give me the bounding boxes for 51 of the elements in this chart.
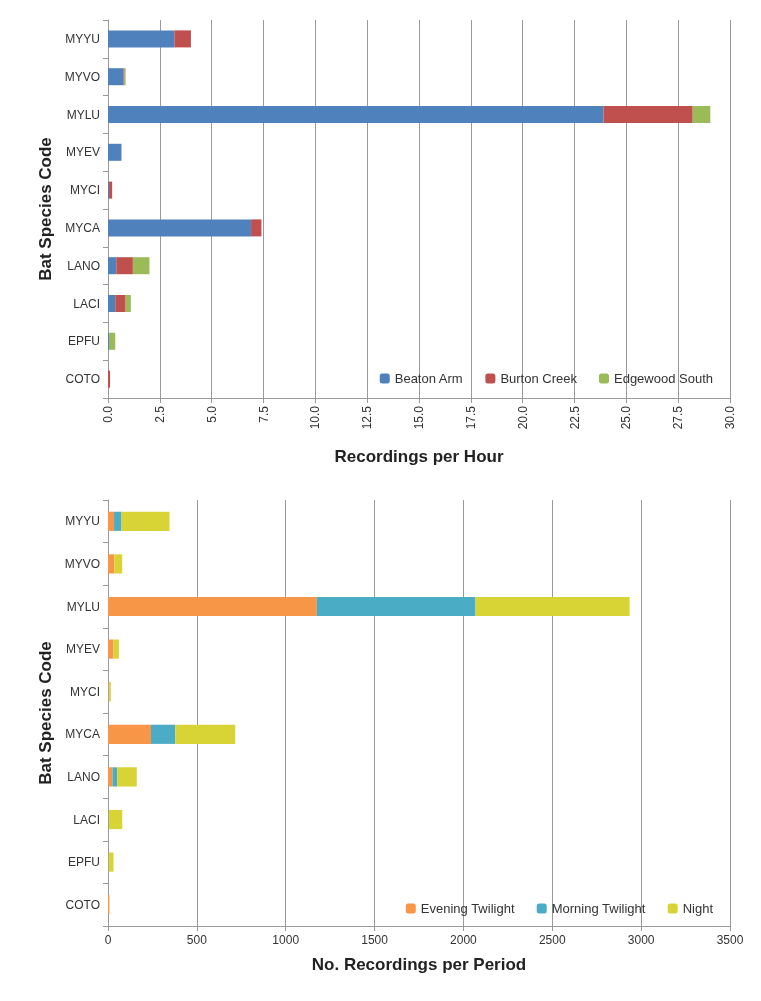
y-tick-label: MYCA (65, 220, 100, 235)
x-axis-title: Recordings per Hour (334, 447, 504, 466)
x-tick-label: 2000 (450, 933, 478, 947)
x-tick-label: 500 (186, 933, 208, 947)
x-axis-title: No. Recordings per Period (311, 955, 527, 974)
x-tick-label: 2.5 (152, 405, 167, 423)
y-tick-label: MYCA (65, 727, 100, 742)
x-tick-label: 7.5 (256, 405, 271, 423)
x-tick-label: 2500 (538, 933, 566, 947)
x-tick-label: 20.0 (515, 405, 530, 430)
x-tick-label: 0 (104, 933, 112, 947)
y-tick-label: MYVO (64, 556, 100, 571)
x-tick-label: 27.5 (671, 405, 686, 430)
legend-label: Evening Twilight (420, 901, 515, 916)
x-tick-label: 3000 (627, 933, 655, 947)
legend-label: Beaton Arm (394, 371, 463, 386)
y-tick-label: MYYU (65, 31, 100, 46)
y-tick-label: LANO (67, 258, 100, 273)
y-tick-label: COTO (65, 372, 100, 387)
x-tick-label: 15.0 (412, 405, 426, 430)
y-axis-title: Bat Species Code (35, 137, 55, 281)
y-tick-label: MYCI (70, 183, 100, 198)
legend-label: Morning Twilight (551, 901, 646, 916)
legend-label: Edgewood South (613, 371, 714, 386)
y-tick-label: MYLU (66, 599, 100, 614)
y-tick-label: LACI (73, 812, 100, 827)
y-tick-label: MYVO (64, 69, 100, 84)
x-tick-label: 25.0 (619, 405, 634, 430)
y-tick-label: MYCI (70, 684, 100, 699)
legend-label: Night (682, 901, 714, 916)
y-tick-label: MYEV (65, 145, 100, 160)
x-tick-label: 12.5 (360, 405, 375, 430)
x-tick-label: 3500 (716, 933, 744, 947)
y-tick-label: MYEV (65, 642, 100, 657)
x-tick-label: 10.0 (308, 405, 323, 430)
y-tick-label: LANO (67, 769, 100, 784)
legend-label: Burton Creek (500, 371, 578, 386)
x-tick-label: 5.0 (204, 405, 219, 423)
x-tick-label: 22.5 (567, 405, 582, 430)
y-tick-label: LACI (73, 296, 100, 311)
x-tick-label: 17.5 (463, 405, 478, 430)
x-tick-label: 0.0 (101, 405, 115, 423)
x-tick-label: 1500 (361, 933, 389, 947)
x-tick-label: 1000 (272, 933, 300, 947)
x-tick-label: 30.0 (723, 405, 737, 430)
y-tick-label: MYYU (65, 514, 100, 529)
y-axis-title: Bat Species Code (35, 641, 55, 785)
y-tick-label: EPFU (67, 334, 100, 349)
y-tick-label: COTO (65, 897, 100, 912)
y-tick-label: MYLU (66, 107, 100, 122)
y-tick-label: EPFU (67, 855, 100, 870)
